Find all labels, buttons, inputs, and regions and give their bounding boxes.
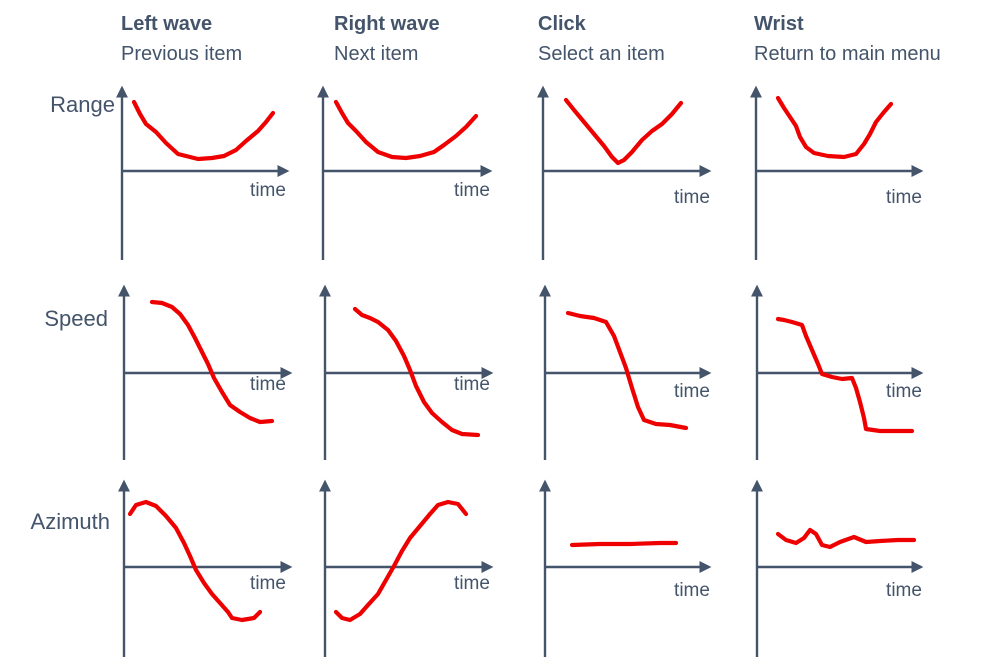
column-header-right-wave: Right wave Next item [334,12,440,66]
plot-speed-wrist: time [751,284,924,460]
plot-azimuth-left-wave: time [118,479,293,657]
curve-azimuth-left-wave [127,499,263,623]
column-title: Right wave [334,13,440,35]
curve-speed-right-wave [352,306,481,438]
row-label-azimuth: Azimuth [30,509,110,534]
column-title: Click [538,13,586,35]
plot-speed-right-wave: time [319,284,494,460]
curve-azimuth-right-wave [333,499,469,623]
x-axis-label: time [454,573,490,594]
x-axis-label: time [454,180,490,201]
curve-speed-wrist [775,316,915,434]
x-axis-label: time [250,180,286,201]
column-subtitle: Return to main menu [754,43,941,65]
curve-azimuth-click [569,540,679,548]
curve-range-click [563,97,684,166]
curve-speed-click [565,310,689,431]
x-axis-label: time [250,374,286,395]
plot-range-right-wave: time [317,85,493,260]
x-axis-label: time [886,187,922,208]
column-title: Left wave [121,13,213,35]
plot-range-click: time [537,85,712,260]
curve-range-wrist [775,95,894,160]
column-subtitle: Previous item [121,43,243,65]
row-label-speed: Speed [44,306,108,331]
x-axis-label: time [886,381,922,402]
row-label-range: Range [50,92,115,117]
x-axis-label: time [886,580,922,601]
column-subtitle: Next item [334,43,419,65]
curve-range-left-wave [131,99,276,162]
plot-speed-left-wave: time [118,284,293,460]
x-axis-label: time [674,381,710,402]
column-header-left-wave: Left wave Previous item [121,12,242,66]
plot-azimuth-right-wave: time [319,479,494,657]
column-subtitle: Select an item [538,43,665,65]
curve-range-right-wave [333,99,479,161]
x-axis-label: time [454,374,490,395]
column-header-wrist: Wrist Return to main menu [754,12,941,66]
x-axis-label: time [250,573,286,594]
curve-speed-left-wave [149,299,275,425]
x-axis-label: time [674,187,710,208]
plot-azimuth-wrist: time [751,479,924,657]
plot-range-wrist: time [750,85,924,260]
x-axis-label: time [674,580,710,601]
column-title: Wrist [754,13,804,35]
plot-azimuth-click: time [539,479,712,657]
plot-range-left-wave: time [116,85,290,260]
column-header-click: Click Select an item [538,12,665,66]
curve-azimuth-wrist [775,527,917,550]
